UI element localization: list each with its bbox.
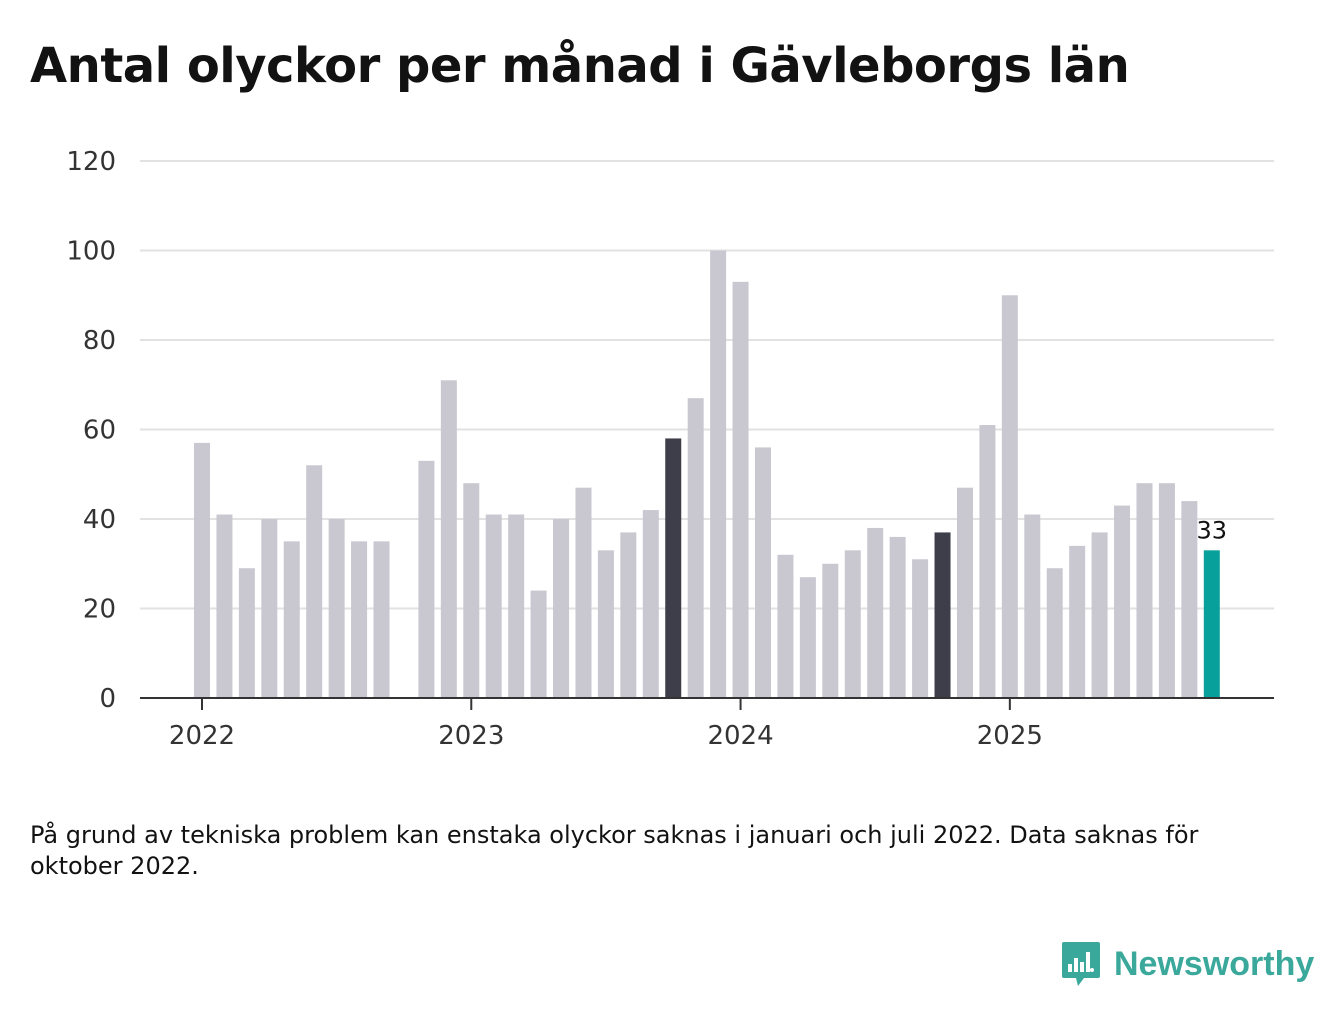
bar — [956, 487, 973, 698]
bar — [418, 460, 435, 698]
bar — [306, 465, 323, 698]
bar — [553, 519, 570, 698]
x-axis: 2022 2023 2024 2025 — [140, 697, 1274, 751]
bar — [1046, 568, 1063, 698]
brand-logo: Newsworthy — [1060, 940, 1314, 988]
bar — [1203, 550, 1220, 698]
y-tick-label: 0 — [99, 684, 116, 714]
bars — [194, 250, 1220, 698]
bar — [508, 514, 525, 698]
bar — [530, 590, 547, 698]
bar — [1181, 501, 1198, 698]
y-tick-label: 100 — [66, 237, 116, 267]
bar — [283, 541, 300, 698]
bar — [979, 425, 996, 698]
brand-name: Newsworthy — [1114, 944, 1315, 983]
y-axis-ticks: 0 20 40 60 80 100 120 — [66, 147, 116, 714]
y-tick-label: 60 — [83, 416, 116, 446]
bar — [665, 438, 682, 698]
bar — [1024, 514, 1041, 698]
bar — [867, 527, 884, 698]
bar — [822, 563, 839, 698]
y-tick-label: 80 — [83, 326, 116, 356]
bar — [440, 380, 457, 698]
chart-title: Antal olyckor per månad i Gävleborgs län — [30, 38, 1130, 94]
bar — [710, 250, 727, 698]
x-tick-label: 2022 — [169, 721, 235, 751]
x-tick-label: 2024 — [707, 721, 773, 751]
bar — [575, 487, 592, 698]
y-tick-label: 40 — [83, 505, 116, 535]
bar — [844, 550, 861, 698]
bar — [216, 514, 233, 698]
y-tick-label: 20 — [83, 595, 116, 625]
bar — [934, 532, 951, 698]
bar — [485, 514, 502, 698]
bar — [1158, 483, 1175, 698]
bar — [1069, 545, 1086, 698]
footnote: På grund av tekniska problem kan enstaka… — [30, 821, 1199, 880]
latest-value-label: 33 — [1197, 516, 1228, 544]
bar — [194, 442, 210, 698]
bar — [1091, 532, 1108, 698]
bar — [755, 447, 771, 698]
data-labels: 33 — [1197, 516, 1228, 544]
bar — [238, 568, 255, 698]
bar — [799, 577, 816, 698]
newsworthy-logo-icon — [1062, 942, 1100, 986]
bar — [261, 519, 278, 698]
bar — [912, 559, 929, 698]
bar — [777, 554, 794, 698]
bar — [687, 398, 704, 698]
bar — [351, 541, 368, 698]
bar — [642, 510, 659, 698]
bar — [328, 519, 345, 698]
bar — [620, 532, 637, 698]
bar — [1114, 505, 1131, 698]
x-tick-label: 2025 — [977, 721, 1043, 751]
bar — [732, 281, 749, 698]
bar — [1001, 295, 1018, 698]
bar — [1136, 483, 1153, 698]
y-tick-label: 120 — [66, 147, 116, 177]
bar — [463, 483, 480, 698]
x-tick-label: 2023 — [438, 721, 504, 751]
bar-chart: 0 20 40 60 80 100 120 2022 2023 2024 2025 33 — [66, 147, 1274, 751]
bar — [373, 541, 390, 698]
bar — [889, 536, 906, 698]
bar — [597, 550, 614, 698]
